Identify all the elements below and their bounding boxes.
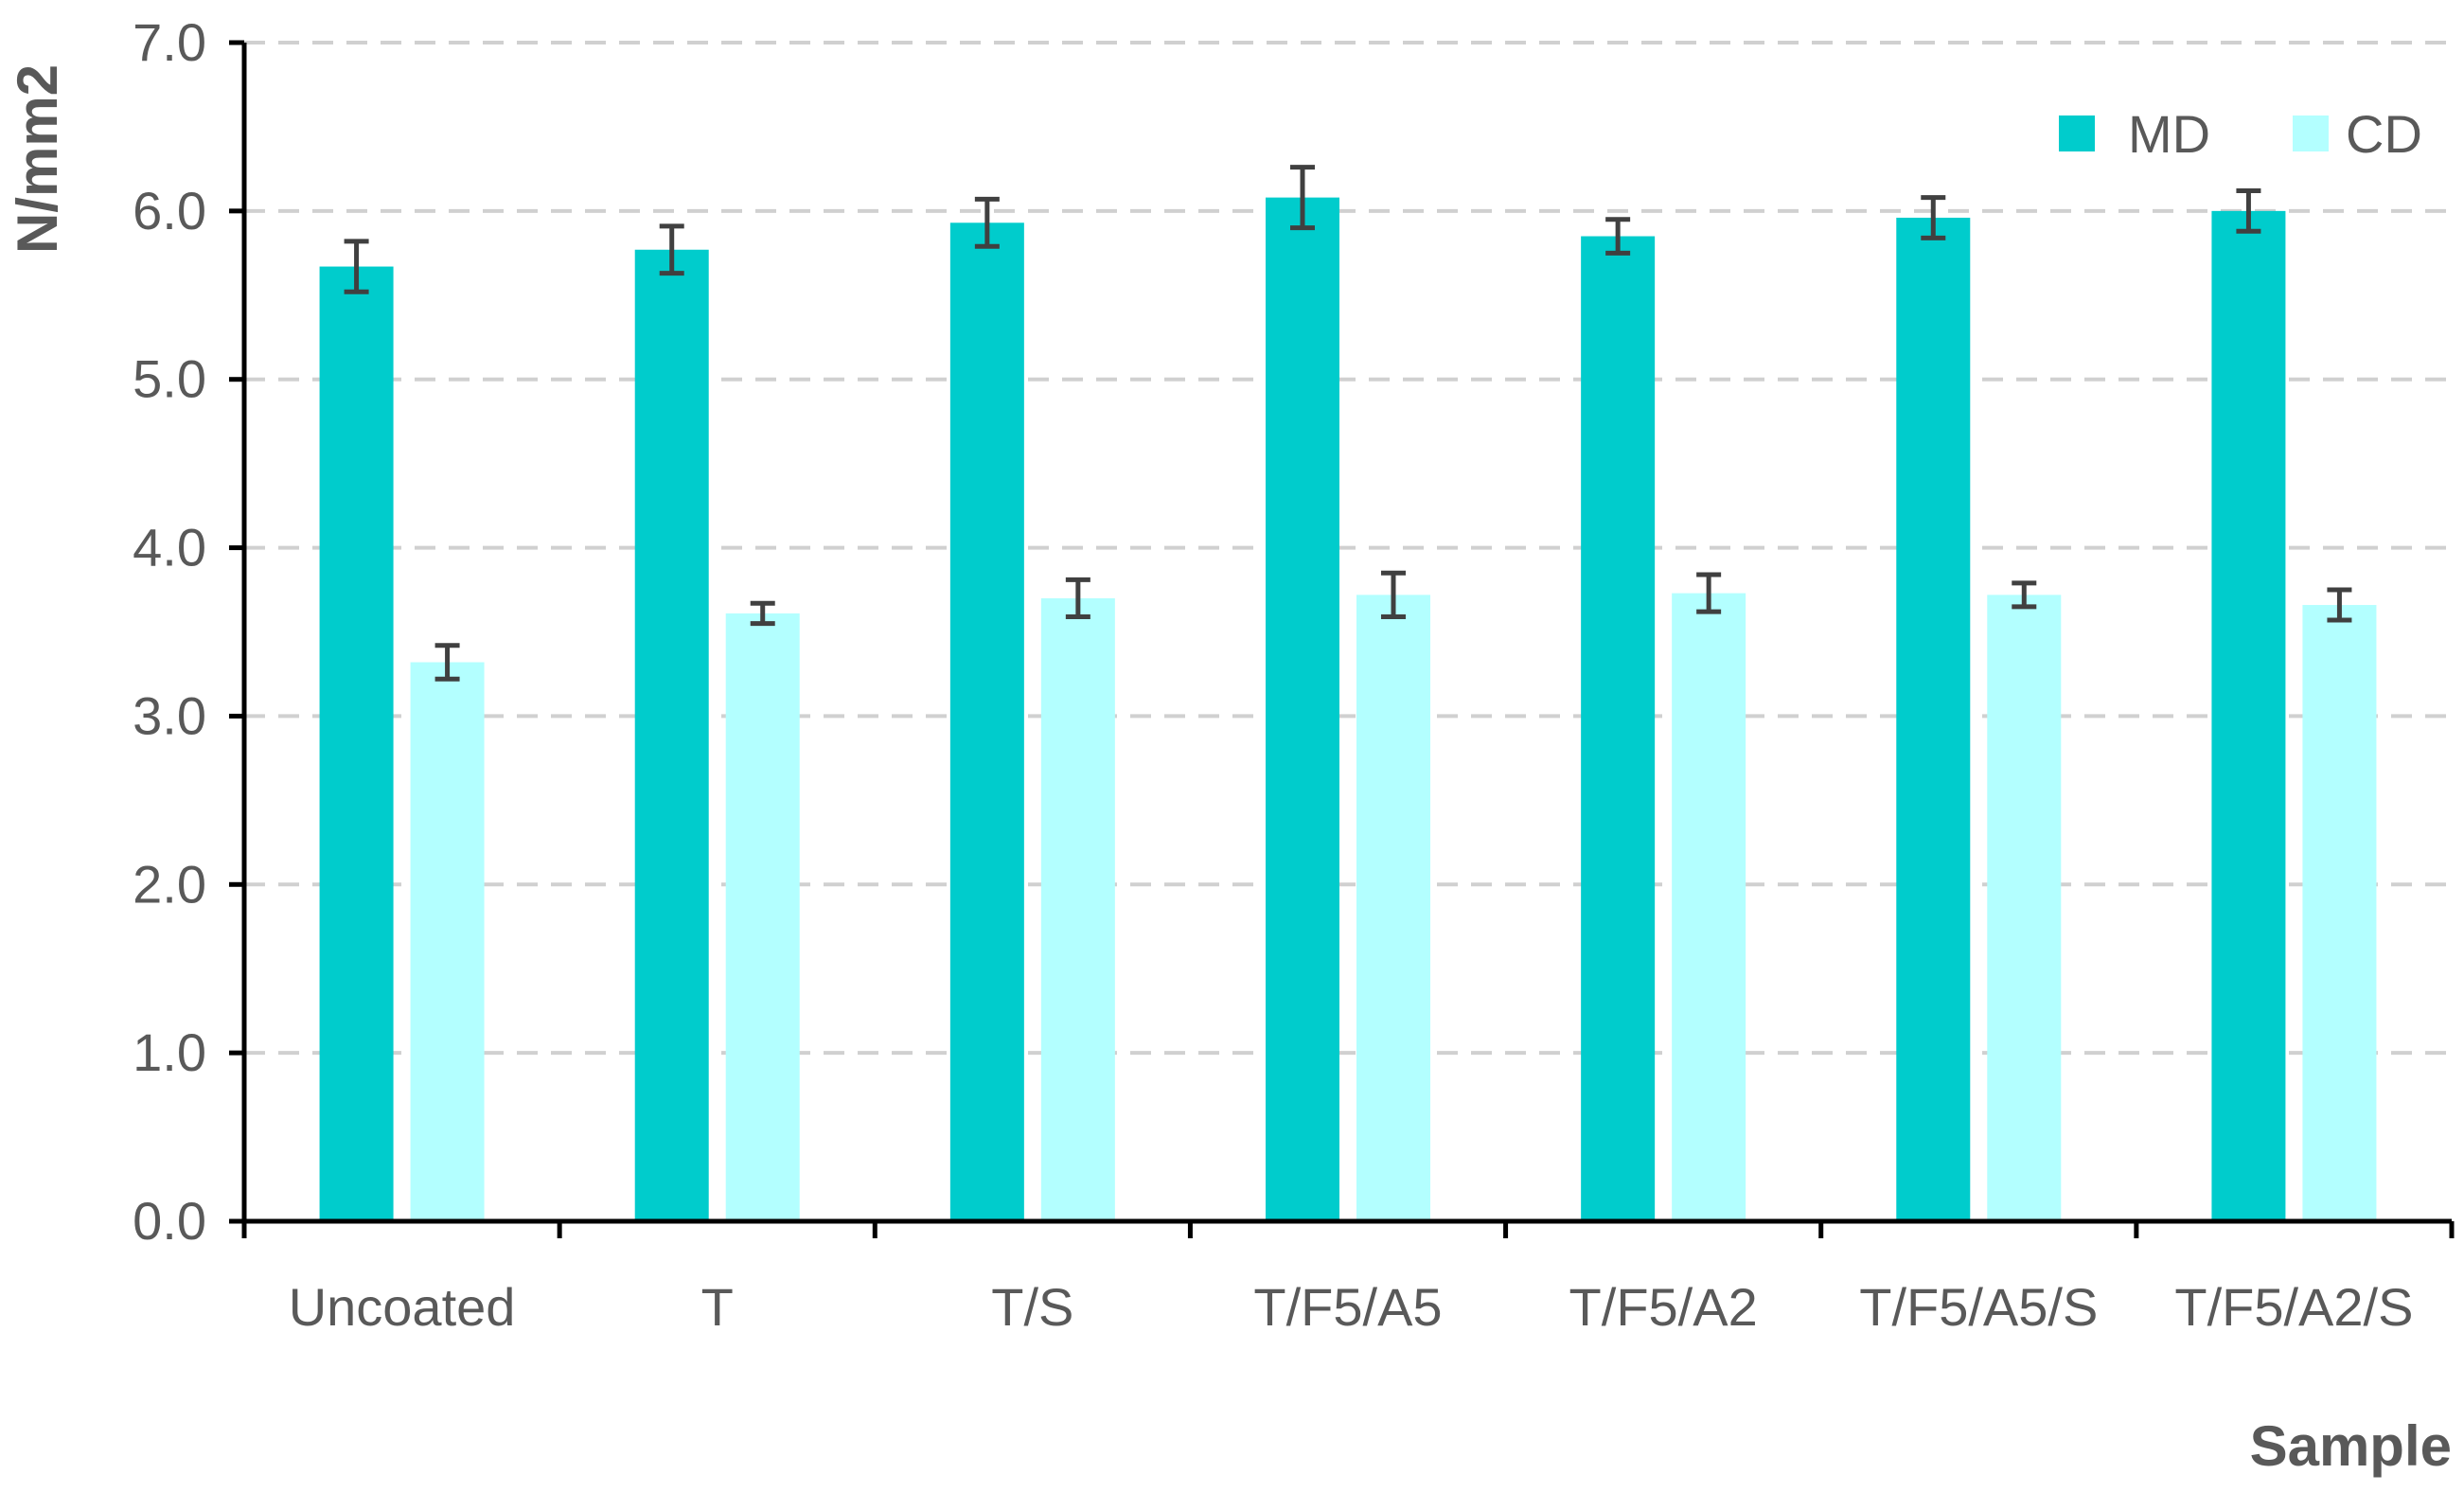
bar-md — [1581, 236, 1656, 1221]
bar-md — [2211, 210, 2286, 1221]
y-tick-label: 1.0 — [133, 1022, 206, 1082]
bar-md — [634, 249, 709, 1221]
tick-labels: 0.0 1.0 2.0 3.0 4.0 5.0 6.0 7.0 Uncoated T T/S T/F5… — [133, 12, 2413, 1337]
y-tick-label: 0.0 — [133, 1191, 206, 1251]
legend: MD CD — [2059, 104, 2422, 164]
x-tick-label: T/F5/A5 — [1253, 1277, 1442, 1337]
bar-cd — [410, 662, 485, 1221]
x-tick-label: Uncoated — [289, 1277, 516, 1337]
bar-cd — [1356, 595, 1430, 1221]
legend-label-md: MD — [2128, 104, 2210, 164]
x-tick-label: T/S — [991, 1277, 1073, 1337]
x-axis-title: Sample — [2250, 1414, 2452, 1478]
bar-md — [319, 266, 394, 1221]
y-tick-label: 3.0 — [133, 685, 206, 745]
y-axis-title: N/mm2 — [6, 64, 69, 254]
bars — [319, 197, 2377, 1222]
bar-md — [1266, 197, 1339, 1222]
x-tick-label: T/F5/A2/S — [2174, 1277, 2413, 1337]
legend-label-cd: CD — [2346, 104, 2422, 164]
bar-cd — [1987, 595, 2062, 1221]
y-tick-label: 5.0 — [133, 349, 206, 409]
x-tick-label: T/F5/A2 — [1569, 1277, 1758, 1337]
axes — [229, 40, 2455, 1238]
error-bars — [344, 165, 2352, 682]
bar-cd — [1040, 597, 1115, 1221]
x-tick-label: T — [701, 1277, 734, 1337]
bar-cd — [1672, 593, 1746, 1221]
legend-swatch-md — [2059, 115, 2095, 151]
x-tick-label: T/F5/A5/S — [1859, 1277, 2098, 1337]
bar-md — [1896, 217, 1971, 1221]
y-tick-label: 4.0 — [133, 518, 206, 577]
y-tick-label: 2.0 — [133, 854, 206, 914]
gridlines — [244, 41, 2452, 1056]
bar-cd — [2302, 605, 2377, 1221]
legend-swatch-cd — [2293, 115, 2329, 151]
y-tick-label: 6.0 — [133, 181, 206, 240]
bar-md — [949, 222, 1024, 1222]
bar-cd — [725, 613, 800, 1221]
y-tick-label: 7.0 — [133, 12, 206, 72]
